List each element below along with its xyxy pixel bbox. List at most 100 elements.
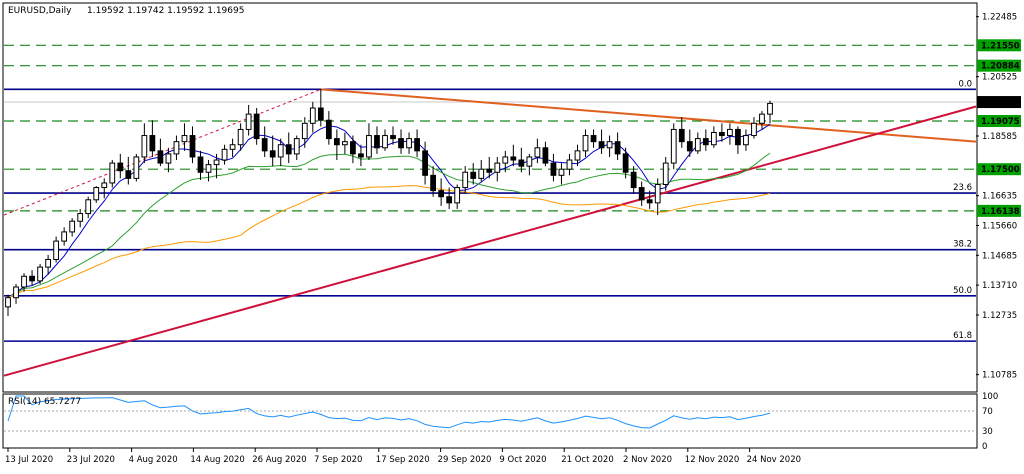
horizontal-levels: 0.0 23.6 38.2 50.0 61.8 [4, 44, 976, 342]
candle-body [686, 141, 693, 152]
candle-body [5, 297, 11, 308]
price-label-text: 1.16138 [981, 207, 1020, 217]
fib-label: 0.0 [958, 79, 972, 89]
candle [438, 178, 445, 206]
candle-body [702, 138, 709, 146]
candle [325, 111, 332, 145]
candle-body [342, 141, 348, 146]
candle-body [662, 162, 669, 185]
ohlc-values: 1.19592 1.19742 1.19592 1.19695 [87, 6, 244, 16]
candle-body [85, 199, 92, 215]
time-tick-label: 21 Oct 2020 [561, 455, 614, 465]
ma-mid-line [7, 152, 771, 299]
candle [462, 166, 469, 194]
candle [213, 153, 220, 179]
price-tick-label: 1.13710 [982, 281, 1017, 291]
time-tick-label: 13 Jul 2020 [5, 455, 53, 465]
rsi-indicator: 100 70 30 0 [4, 392, 998, 452]
candle-body [374, 135, 380, 149]
candle-body [606, 141, 613, 149]
candle [21, 273, 27, 292]
candle-body [157, 150, 164, 164]
candle [662, 156, 669, 191]
time-tick-label: 17 Sep 2020 [376, 455, 430, 465]
candle-body [149, 135, 156, 152]
candle-body [614, 141, 621, 155]
candle-body [646, 199, 653, 204]
candle [630, 166, 637, 194]
rsi-tick-label: 0 [982, 442, 987, 452]
candle [101, 178, 108, 199]
candle [767, 100, 773, 124]
candle [670, 123, 677, 170]
candle-body [189, 135, 196, 158]
candle-body [21, 275, 27, 288]
candle-body [61, 231, 68, 242]
price-tick-label: 1.16635 [982, 192, 1017, 202]
candle [109, 160, 116, 188]
candle [542, 141, 549, 167]
candle [454, 184, 461, 209]
candle-body [101, 182, 108, 189]
candle-body [141, 135, 148, 158]
candle [751, 117, 757, 139]
candle-body [350, 141, 356, 155]
price-label-text: 1.19075 [981, 117, 1020, 127]
price-label-box [977, 96, 1021, 109]
trendlines [3, 88, 977, 377]
candle [61, 227, 68, 246]
price-tick-label: 1.10785 [982, 371, 1017, 381]
price-label-text: 1.20884 [981, 62, 1020, 72]
candle [317, 89, 324, 127]
candle [93, 186, 100, 203]
candle-body [69, 220, 76, 233]
candle-body [285, 144, 292, 155]
rsi-tick-label: 30 [982, 427, 993, 437]
fib-label: 61.8 [953, 331, 972, 341]
candle [614, 132, 621, 161]
fib-label: 38.2 [953, 240, 972, 250]
candle-body [333, 138, 340, 146]
candle [686, 129, 693, 157]
candle [494, 156, 501, 182]
candle-body [566, 159, 573, 170]
candle-body [382, 135, 388, 149]
candle [333, 129, 340, 161]
candle [526, 153, 533, 176]
candle-body [558, 168, 565, 176]
candle [598, 129, 605, 154]
candle-body [510, 156, 517, 161]
candle-body [582, 135, 589, 152]
candle [197, 150, 204, 180]
candle [350, 135, 356, 164]
time-tick-label: 4 Aug 2020 [129, 455, 178, 465]
candle [422, 141, 428, 185]
candle [221, 144, 228, 165]
candle-body [735, 128, 741, 146]
candle [342, 132, 348, 154]
ma-slow-line [7, 185, 771, 299]
candle-body [398, 138, 404, 149]
candle [358, 144, 364, 167]
candle [622, 147, 629, 179]
candle [189, 126, 196, 164]
candle [718, 123, 725, 142]
candle-body [678, 128, 685, 143]
candle-body [494, 162, 501, 173]
candle-body [390, 135, 396, 140]
candle [382, 129, 388, 151]
candle [53, 236, 60, 263]
candle-body [718, 131, 725, 137]
candle-body [422, 150, 428, 176]
candle [309, 101, 316, 133]
resistance-trendline [320, 88, 977, 143]
main-panel-frame [2, 2, 978, 393]
candle [285, 132, 292, 164]
candle [534, 138, 541, 164]
candle [550, 153, 557, 182]
candle [590, 129, 597, 148]
candle [77, 208, 84, 228]
time-tick-label: 9 Oct 2020 [499, 455, 546, 465]
